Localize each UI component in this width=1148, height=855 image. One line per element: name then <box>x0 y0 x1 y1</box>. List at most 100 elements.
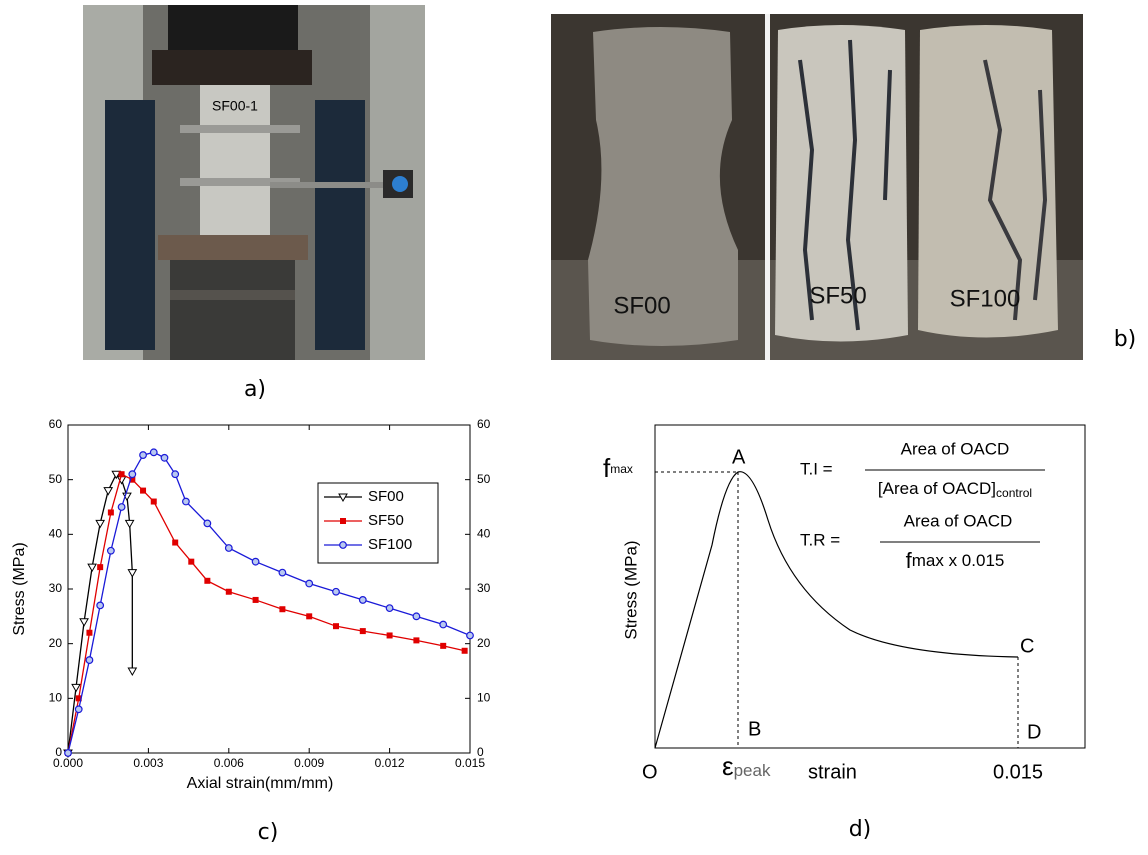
marker <box>74 705 83 714</box>
marker <box>358 596 367 604</box>
fmax-label: fmax <box>603 453 633 483</box>
specimen-label: SF00-1 <box>212 98 258 114</box>
marker <box>107 509 114 516</box>
marker <box>251 557 260 566</box>
marker <box>150 498 157 505</box>
marker <box>128 470 137 479</box>
formula-denominator: [Area of OACD]control <box>878 479 1032 500</box>
specimen-label: SF100 <box>950 285 1021 312</box>
legend-marker <box>338 493 348 503</box>
diagram-d: fmax A C B D O εpeak strain 0.015 Stress… <box>603 424 1086 783</box>
marker <box>111 470 122 480</box>
y-tick-label: 30 <box>49 581 63 595</box>
marker <box>305 579 314 588</box>
marker <box>139 451 147 459</box>
legend-label: SF100 <box>368 536 412 553</box>
specimen-label: SF00 <box>613 292 670 319</box>
y-axis-label: Stress (MPa) <box>621 540 640 639</box>
marker <box>75 695 82 702</box>
panel-label: a) <box>244 377 266 402</box>
marker <box>306 613 313 620</box>
x-tick-label: 0.003 <box>133 756 163 770</box>
marker <box>103 487 114 496</box>
marker <box>85 656 94 664</box>
marker <box>182 497 190 506</box>
marker <box>87 563 97 573</box>
y-tick-label: 10 <box>49 691 63 705</box>
legend-label: SF00 <box>368 488 404 505</box>
y-tick-label: 50 <box>49 472 63 486</box>
formula-numerator: Area of OACD <box>901 439 1010 458</box>
marker <box>252 596 259 603</box>
series-line <box>67 473 465 754</box>
marker <box>466 631 474 640</box>
legend-label: SF50 <box>368 512 404 529</box>
specimen-label: SF50 <box>809 282 866 309</box>
panel-label: c) <box>258 820 279 845</box>
y2-tick-label: 40 <box>477 527 491 541</box>
x-tick-label: 0.009 <box>294 756 324 770</box>
marker <box>127 667 138 677</box>
marker <box>224 544 233 552</box>
marker <box>203 519 212 528</box>
y2-tick-label: 20 <box>477 636 491 650</box>
marker <box>359 628 366 635</box>
legend-box <box>317 482 439 564</box>
photo-a: SF00-1 <box>83 5 425 360</box>
point-label: C <box>1020 635 1034 657</box>
marker <box>117 503 126 511</box>
y2-tick-label: 0 <box>477 745 484 759</box>
y-axis-label: Stress (MPa) <box>11 542 28 635</box>
chart: Axial strain(mm/mm) Stress (MPa) <box>11 424 471 792</box>
x-tick-label: 0.012 <box>375 756 405 770</box>
marker <box>412 612 421 621</box>
y2-tick-label: 10 <box>477 691 491 705</box>
y-tick-label: 40 <box>49 527 63 541</box>
marker <box>413 637 420 644</box>
marker <box>160 453 169 462</box>
marker <box>333 623 339 630</box>
marker <box>106 546 115 555</box>
point-label: D <box>1027 721 1041 743</box>
y2-tick-label: 50 <box>477 472 491 486</box>
x-end-label: 0.015 <box>993 761 1043 783</box>
point-label: O <box>642 761 658 783</box>
y-tick-label: 0 <box>55 745 62 759</box>
y-tick-label: 60 <box>49 417 63 431</box>
y2-tick-label: 30 <box>477 581 491 595</box>
series-line <box>67 473 133 754</box>
marker <box>140 487 147 494</box>
marker <box>149 448 158 457</box>
x-tick-label: 0.006 <box>214 756 244 770</box>
marker <box>118 471 125 478</box>
marker <box>64 749 72 757</box>
marker <box>332 587 340 596</box>
marker <box>79 618 89 627</box>
formula-denominator: fmax x 0.015 <box>906 548 1005 573</box>
marker <box>385 604 394 613</box>
point-label: B <box>748 718 761 740</box>
marker <box>172 539 179 546</box>
point-label: A <box>732 446 746 468</box>
x-tick-label: 0.015 <box>455 756 485 770</box>
formula-lhs: T.R = <box>800 530 840 549</box>
marker <box>440 642 447 649</box>
marker <box>129 476 136 483</box>
marker <box>97 564 104 571</box>
marker <box>279 606 286 613</box>
marker <box>96 601 105 610</box>
marker <box>278 568 287 577</box>
x-axis-label: Axial strain(mm/mm) <box>187 775 334 792</box>
legend-marker <box>340 518 346 524</box>
panel-label: d) <box>849 817 872 842</box>
marker <box>127 569 138 578</box>
marker <box>86 629 93 636</box>
y2-tick-label: 60 <box>477 417 491 431</box>
marker <box>124 519 135 529</box>
y-tick-label: 20 <box>49 636 63 650</box>
marker <box>188 558 195 565</box>
eps-peak-label: εpeak <box>722 751 771 781</box>
marker <box>95 519 106 529</box>
panel-label: b) <box>1114 327 1137 352</box>
